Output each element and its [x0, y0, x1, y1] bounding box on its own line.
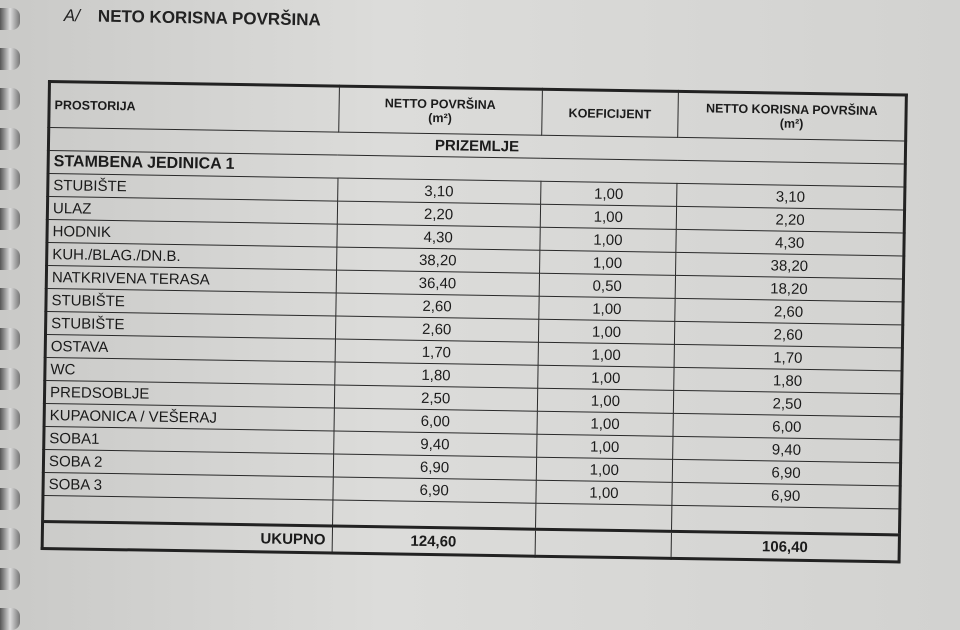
binding-ring [0, 608, 20, 630]
header-usable-area: NETTO KORISNA POVRŠINA (m²) [677, 91, 907, 141]
cell-net: 2,60 [335, 293, 539, 320]
header-net-area-label: NETTO POVRŠINA [384, 96, 496, 113]
total-coefficient [534, 529, 672, 559]
total-net-area: 124,60 [331, 526, 536, 557]
area-table: PROSTORIJA NETTO POVRŠINA (m²) KOEFICIJEN… [40, 80, 908, 564]
empty-cell [535, 503, 673, 532]
total-label: UKUPNO [42, 521, 333, 554]
cell-coef: 1,00 [537, 319, 676, 345]
cell-net: 6,90 [332, 477, 536, 504]
cell-coef: 1,00 [540, 181, 678, 207]
header-net-area: NETTO POVRŠINA (m²) [338, 86, 542, 136]
cell-coef: 1,00 [538, 296, 676, 322]
cell-net: 2,50 [334, 385, 538, 412]
cell-coef: 1,00 [539, 227, 677, 253]
cell-coef: 0,50 [538, 273, 676, 299]
binding-ring [0, 328, 20, 350]
header-net-area-unit: (m²) [428, 110, 452, 126]
header-room: PROSTORIJA [48, 81, 340, 133]
cell-coef: 1,00 [536, 411, 674, 437]
total-usable-area: 106,40 [671, 531, 900, 562]
binding-ring [0, 528, 20, 550]
binding-ring [0, 248, 20, 270]
cell-coef: 1,00 [536, 434, 674, 460]
cell-coef: 1,00 [539, 204, 677, 230]
binding-ring [0, 208, 20, 230]
binding-ring [0, 448, 20, 470]
cell-coef: 1,00 [537, 365, 675, 391]
section-prefix: A/ [63, 6, 81, 26]
header-usable-area-unit: (m²) [779, 116, 804, 131]
cell-coef: 1,00 [539, 250, 677, 276]
empty-cell [332, 500, 536, 530]
binding-ring [0, 488, 20, 510]
binding-ring [0, 128, 20, 150]
cell-net: 6,90 [333, 454, 537, 481]
header-usable-area-label: NETTO KORISNA POVRŠINA [705, 101, 878, 119]
cell-net: 38,20 [336, 247, 540, 274]
header-coefficient: KOEFICIJENT [541, 89, 679, 138]
binding-ring [0, 408, 20, 430]
binding-ring [0, 88, 20, 110]
cell-coef: 1,00 [537, 342, 675, 368]
cell-net: 2,20 [336, 201, 541, 228]
cell-coef: 1,00 [536, 388, 675, 414]
cell-coef: 1,00 [535, 457, 673, 483]
cell-coef: 1,00 [535, 480, 673, 506]
binding-ring [0, 48, 20, 70]
cell-net: 9,40 [333, 431, 537, 458]
cell-net: 2,60 [335, 316, 539, 343]
binding-ring [0, 8, 20, 30]
cell-net: 1,70 [334, 339, 538, 366]
empty-cell [671, 505, 900, 535]
page-title: A/NETO KORISNA POVRŠINA [64, 6, 321, 30]
cell-net: 4,30 [336, 224, 540, 251]
binding-ring [0, 368, 20, 390]
binding-ring [0, 168, 20, 190]
cell-net: 1,80 [334, 362, 538, 389]
binding-ring [0, 288, 20, 310]
cell-net: 3,10 [337, 178, 541, 205]
spiral-binding [0, 0, 22, 630]
title-text: NETO KORISNA POVRŠINA [97, 6, 321, 30]
cell-net: 36,40 [335, 270, 540, 297]
cell-net: 6,00 [333, 408, 537, 435]
area-table-container: PROSTORIJA NETTO POVRŠINA (m²) KOEFICIJEN… [40, 80, 908, 564]
binding-ring [0, 568, 20, 590]
